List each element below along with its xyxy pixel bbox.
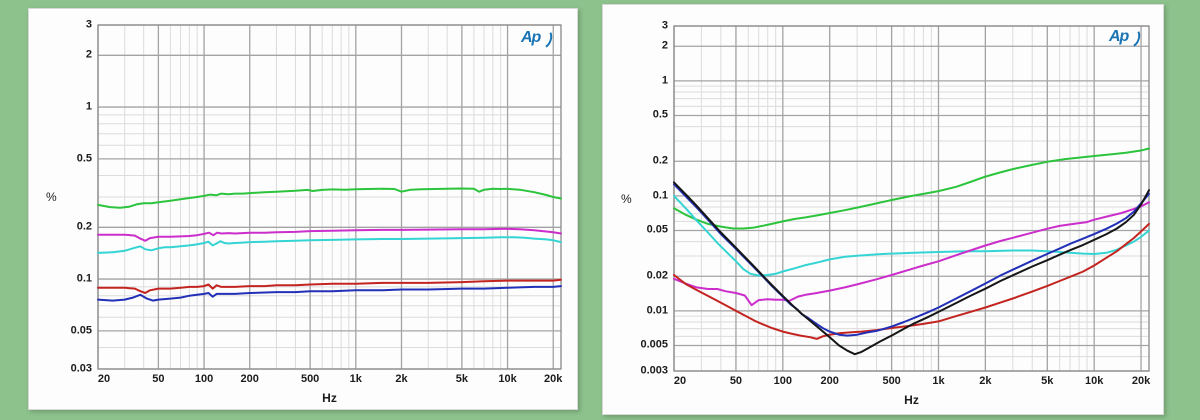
ap-logo: Ap — [521, 24, 561, 52]
series-green — [97, 187, 562, 209]
right-y-axis-unit: % — [621, 191, 632, 206]
y-tick-label: 3 — [85, 18, 92, 31]
y-tick-label: 0.01 — [646, 304, 668, 317]
x-tick-label: 10k — [1084, 375, 1104, 387]
y-tick-label: 0.03 — [70, 362, 92, 375]
right-chart-panel: % Hz Ap 3 2 1 0.5 0.2 0.1 0.05 0.02 0.01 0.005 0.0… — [602, 4, 1164, 415]
x-tick-label: 20k — [1131, 375, 1151, 387]
series-blue — [97, 285, 562, 302]
y-tick-label: 0.2 — [652, 154, 668, 167]
series-cyan — [673, 194, 1150, 277]
x-tick-label: 200 — [820, 375, 839, 387]
x-tick-label: 20k — [544, 373, 563, 385]
y-tick-label: 0.2 — [76, 220, 92, 233]
x-tick-label: 2k — [395, 373, 408, 385]
right-x-axis-unit: Hz — [904, 393, 919, 407]
y-tick-label: 3 — [661, 19, 668, 32]
x-tick-label: 100 — [194, 373, 214, 385]
x-tick-label: 20 — [97, 373, 111, 385]
y-tick-label: 1 — [85, 100, 92, 113]
y-tick-label: 0.5 — [76, 152, 92, 165]
y-tick-label: 2 — [85, 48, 92, 61]
x-tick-label: 200 — [240, 373, 259, 385]
x-tick-label: 100 — [773, 375, 792, 387]
series-red — [97, 278, 562, 294]
y-tick-label: 0.1 — [76, 272, 92, 285]
series-cyan — [97, 236, 562, 254]
x-tick-label: 20 — [673, 375, 687, 387]
y-tick-label: 1 — [661, 74, 668, 87]
left-x-axis-unit: Hz — [322, 391, 337, 405]
y-tick-label: 0.5 — [652, 108, 668, 121]
x-tick-label: 5k — [1041, 375, 1054, 387]
x-tick-label: 50 — [152, 373, 165, 385]
series-magenta — [97, 227, 562, 242]
x-tick-label: 1k — [932, 375, 945, 387]
left-plot-svg — [97, 24, 562, 370]
y-tick-label: 0.05 — [70, 324, 92, 337]
series-green — [673, 147, 1150, 230]
right-plot-svg — [673, 25, 1150, 372]
x-tick-label: 500 — [300, 373, 320, 385]
x-tick-label: 2k — [979, 375, 992, 387]
series-black — [673, 181, 1150, 356]
y-tick-label: 0.003 — [640, 364, 668, 377]
plot-border — [97, 24, 562, 370]
y-tick-label: 0.1 — [652, 189, 668, 202]
series-magenta — [673, 201, 1150, 307]
ap-logo-text: Ap — [1109, 28, 1129, 45]
y-tick-label: 2 — [661, 39, 668, 52]
left-y-axis-unit: % — [46, 190, 57, 204]
ap-logo: Ap — [1109, 23, 1149, 51]
y-tick-label: 0.05 — [646, 223, 668, 236]
x-tick-label: 10k — [498, 373, 517, 385]
x-tick-label: 5k — [455, 373, 468, 385]
y-tick-label: 0.005 — [640, 338, 668, 351]
x-tick-label: 1k — [349, 373, 362, 385]
y-tick-label: 0.02 — [646, 269, 668, 282]
left-chart-panel: % Hz Ap 3 2 1 0.5 0.2 0.1 0.05 0.03 20 50 100 200 50… — [28, 8, 578, 410]
x-tick-label: 50 — [729, 375, 743, 387]
plot-border — [673, 25, 1150, 372]
x-tick-label: 500 — [882, 375, 901, 387]
ap-logo-text: Ap — [521, 29, 541, 46]
